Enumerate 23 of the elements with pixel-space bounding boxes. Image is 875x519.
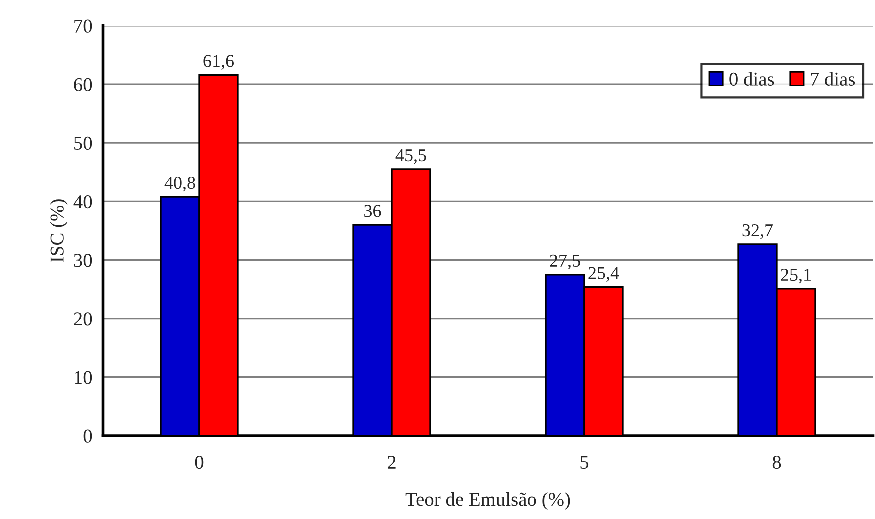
- y-axis-title: ISC (%): [50, 200, 68, 262]
- data-label: 40,8: [164, 176, 196, 192]
- legend-label: 0 dias: [730, 72, 774, 86]
- y-tick-label: 70: [74, 20, 92, 33]
- data-label: 25,4: [588, 267, 620, 282]
- x-axis-title: Teor de Emulsão (%): [406, 492, 570, 510]
- y-tick-label: 50: [74, 136, 92, 150]
- data-label: 36: [364, 205, 382, 218]
- y-tick-label: 10: [75, 371, 92, 384]
- y-tick-label: 40: [74, 195, 92, 209]
- y-tick-label: 20: [74, 312, 92, 326]
- data-label: 45,5: [396, 150, 426, 164]
- y-tick-label: 0: [84, 430, 92, 443]
- y-tick-label: 60: [74, 78, 92, 92]
- data-label: 61,6: [204, 55, 234, 70]
- x-tick-label: 2: [388, 456, 396, 469]
- data-label: 32,7: [742, 224, 774, 240]
- y-tick-label: 30: [74, 254, 92, 268]
- data-label: 25,1: [781, 268, 811, 284]
- x-tick-label: 8: [772, 456, 782, 470]
- x-tick-label: 0: [195, 456, 204, 470]
- x-tick-label: 5: [580, 456, 589, 470]
- legend-label: 7 dias: [811, 72, 856, 86]
